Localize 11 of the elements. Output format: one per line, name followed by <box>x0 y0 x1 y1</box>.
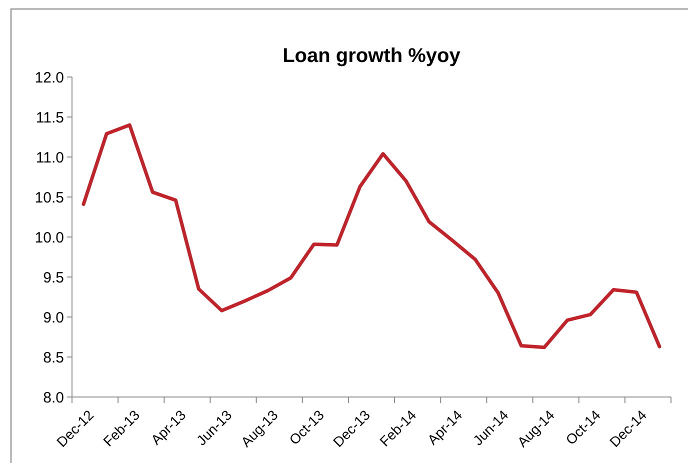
y-tick-label: 12.0 <box>34 69 64 86</box>
y-tick-label: 10.0 <box>34 229 64 246</box>
y-tick-label: 9.0 <box>43 309 64 326</box>
y-tick-label: 11.0 <box>36 149 64 166</box>
y-tick-label: 10.5 <box>34 189 64 206</box>
line-series <box>82 123 662 350</box>
chart-title: Loan growth %yoy <box>282 45 462 67</box>
y-tick-label: 8.0 <box>43 389 64 406</box>
y-tick-label: 11.5 <box>36 109 64 126</box>
y-tick-label: 8.5 <box>43 349 64 366</box>
y-tick-label: 9.5 <box>43 269 64 286</box>
